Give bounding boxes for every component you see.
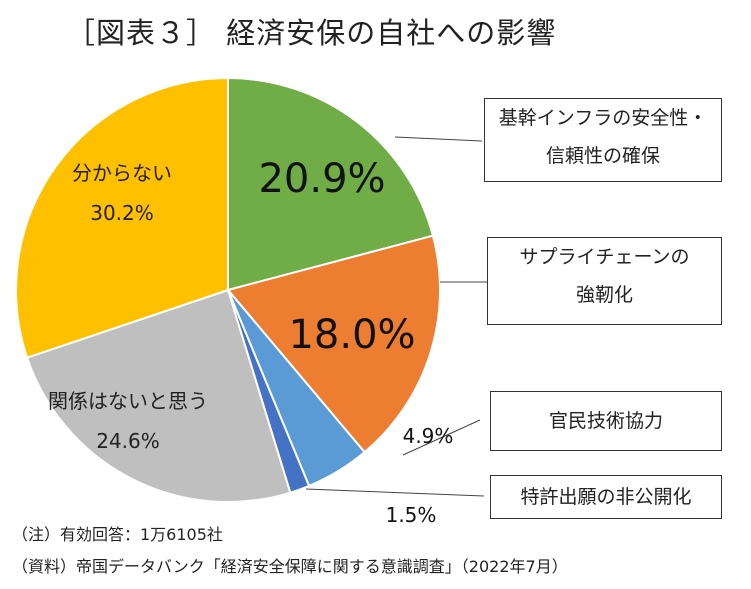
chart-title: ［図表３］ 経済安保の自社への影響 — [66, 16, 557, 50]
slice-value-patent: 1.5% — [386, 503, 437, 527]
slice-name-unrelated: 関係はないと思う — [48, 389, 208, 413]
slice-value-tech-cooperation: 4.9% — [403, 424, 454, 448]
slice-value-unknown: 30.2% — [90, 201, 154, 225]
pie-slice-supply-chain — [226, 234, 441, 454]
legend-label-patent: 特許出願の非公開化 — [520, 486, 692, 508]
legend-label-supply-chain-line1: サプライチェーンの — [519, 246, 690, 268]
leader-line-patent — [305, 488, 485, 497]
legend-box-tech-cooperation: 官民技術協力 — [490, 391, 722, 451]
slice-value-infrastructure: 20.9% — [258, 156, 385, 202]
note-responses: （注）有効回答：1万6105社 — [12, 525, 223, 544]
slice-value-supply-chain: 18.0% — [288, 312, 415, 358]
pie-slice-infrastructure — [227, 76, 435, 292]
leader-line-tech-cooperation — [402, 419, 481, 456]
pie-slice-unknown — [15, 76, 229, 359]
legend-box-supply-chain: サプライチェーンの 強靭化 — [487, 237, 722, 325]
leader-line-infrastructure — [394, 136, 483, 142]
slice-name-unknown: 分からない — [72, 161, 172, 185]
note-source: （資料）帝国データバンク「経済安全保障に関する意識調査」（2022年7月） — [12, 557, 568, 576]
legend-label-infrastructure-line2: 信頼性の確保 — [545, 145, 660, 167]
legend-label-infrastructure-line1: 基幹インフラの安全性・ — [498, 107, 708, 129]
pie-slice-unrelated — [25, 288, 292, 503]
slice-value-unrelated: 24.6% — [96, 429, 160, 453]
legend-label-tech-cooperation: 官民技術協力 — [548, 410, 663, 432]
legend-box-infrastructure: 基幹インフラの安全性・ 信頼性の確保 — [484, 98, 722, 182]
legend-label-supply-chain-line2: 強靭化 — [575, 284, 633, 306]
legend-box-patent: 特許出願の非公開化 — [490, 475, 722, 519]
